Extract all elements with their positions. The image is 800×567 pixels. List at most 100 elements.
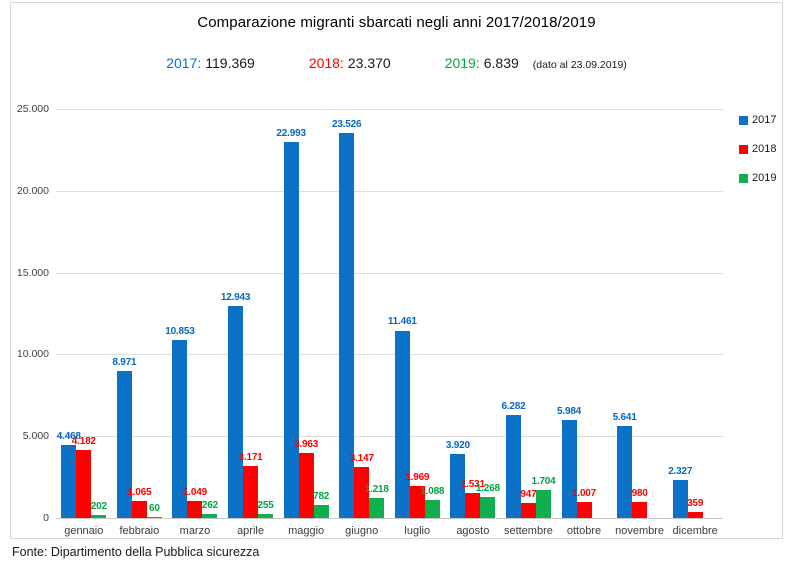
bar-value-label-2018-maggio: 3.963: [294, 439, 319, 451]
month-label-dicembre: dicembre: [672, 525, 718, 537]
totals-summary: 2017: 119.369 2018: 23.370 2019: 6.839 (dat…: [11, 55, 782, 71]
y-tick-label: 15.000: [16, 266, 49, 279]
legend-item-2018: 2018: [739, 143, 776, 155]
bar-2018-gennaio: [76, 449, 92, 518]
legend-item-2019: 2019: [739, 172, 776, 184]
bar-value-label-2017-febbraio: 8.971: [112, 357, 137, 369]
bar-value-label-2018-giugno: 3.147: [349, 452, 374, 464]
bar-value-label-2017-luglio: 11.461: [387, 316, 417, 328]
bar-value-label-2017-marzo: 10.853: [165, 326, 195, 338]
bar-2017-maggio: [283, 141, 299, 518]
bar-2019-maggio: [313, 505, 329, 518]
source-note: Fonte: Dipartimento della Pubblica sicur…: [12, 545, 260, 559]
y-tick-label: 0: [43, 512, 49, 524]
legend-swatch-2019: [739, 173, 748, 183]
month-label-ottobre: ottobre: [566, 525, 602, 537]
month-label-gennaio: gennaio: [64, 525, 104, 537]
bar-2019-settembre: [535, 490, 551, 518]
y-tick-label: 5.000: [22, 430, 49, 443]
legend-swatch-2017: [739, 115, 748, 125]
bar-value-label-2019-agosto: 1.268: [475, 483, 500, 495]
bar-2018-agosto: [465, 492, 481, 518]
x-axis-line: [56, 518, 723, 519]
total-2019-year: 2019:: [444, 55, 480, 71]
bar-value-label-2017-dicembre: 2.327: [668, 465, 693, 477]
bar-2018-marzo: [187, 500, 203, 518]
month-label-febbraio: febbraio: [119, 525, 160, 537]
bar-2019-gennaio: [91, 514, 107, 518]
month-label-marzo: marzo: [179, 525, 211, 537]
x-axis-labels: gennaio febbraio marzo aprile maggio giugno lu…: [56, 525, 723, 537]
month-label-aprile: aprile: [237, 525, 264, 537]
bar-value-label-2018-aprile: 3.171: [238, 452, 263, 464]
bar-2019-agosto: [480, 497, 496, 518]
bar-value-label-2019-settembre: 1.704: [531, 476, 556, 488]
bar-2019-marzo: [202, 513, 218, 518]
bar-value-label-2019-febbraio: 60: [149, 502, 160, 514]
bar-2017-aprile: [228, 306, 244, 518]
bar-2018-maggio: [298, 453, 314, 518]
legend-label-2017: 2017: [752, 114, 777, 126]
bar-value-label-2017-agosto: 3.920: [445, 439, 470, 451]
legend-label-2019: 2019: [752, 172, 777, 184]
bar-value-label-2017-gennaio: 4.468: [56, 430, 81, 442]
bar-2018-ottobre: [576, 501, 592, 518]
bar-value-label-2019-maggio: 782: [313, 491, 330, 503]
total-2018-year: 2018:: [308, 55, 344, 71]
bar-2017-marzo: [172, 340, 188, 518]
bar-value-label-2018-dicembre: 359: [687, 498, 704, 510]
y-tick-label: 10.000: [16, 348, 49, 361]
total-2019-value: 6.839: [483, 55, 519, 71]
legend: 2017 2018 2019: [739, 114, 776, 184]
bar-2017-agosto: [450, 453, 466, 518]
bar-2018-luglio: [409, 485, 425, 518]
bar-2018-aprile: [243, 466, 259, 518]
bar-value-label-2018-marzo: 1.049: [182, 486, 207, 498]
bar-2017-novembre: [617, 425, 633, 518]
bar-2018-novembre: [632, 501, 648, 518]
bar-2018-febbraio: [131, 500, 147, 518]
gridline: [56, 272, 723, 274]
chart-container: Comparazione migranti sbarcati negli ann…: [10, 2, 783, 539]
bar-2017-febbraio: [116, 371, 132, 518]
bar-value-label-2018-luglio: 1.969: [405, 471, 430, 483]
month-label-maggio: maggio: [288, 525, 325, 537]
bar-value-label-2017-novembre: 5.641: [612, 411, 637, 423]
bar-2018-giugno: [354, 466, 370, 518]
legend-label-2018: 2018: [752, 143, 777, 155]
month-label-giugno: giugno: [345, 525, 379, 537]
bar-value-label-2018-febbraio: 1.065: [127, 486, 152, 498]
gridline: [56, 190, 723, 192]
y-tick-label: 25.000: [16, 103, 49, 115]
month-label-luglio: luglio: [404, 525, 431, 537]
y-tick-label: 20.000: [16, 184, 49, 197]
bar-value-label-2018-novembre: 980: [631, 487, 648, 499]
bar-value-label-2019-luglio: 1.088: [420, 486, 445, 498]
bar-2019-aprile: [258, 513, 274, 518]
gridline: [56, 436, 723, 438]
legend-swatch-2018: [739, 144, 748, 154]
bar-2018-settembre: [520, 502, 536, 518]
gridline: [56, 109, 723, 110]
total-2018-value: 23.370: [347, 55, 391, 71]
bar-2017-dicembre: [672, 479, 688, 518]
gridline: [56, 354, 723, 356]
bar-2019-febbraio: [146, 516, 162, 518]
bar-2018-dicembre: [687, 512, 703, 518]
bar-value-label-2019-marzo: 262: [201, 499, 218, 511]
total-2017: 2017: 119.369: [166, 55, 255, 71]
bar-value-label-2017-aprile: 12.943: [220, 292, 251, 304]
bar-value-label-2018-agosto: 1.531: [460, 478, 485, 490]
month-label-agosto: agosto: [456, 525, 490, 537]
bar-2017-giugno: [339, 133, 355, 518]
bar-2017-luglio: [394, 330, 410, 518]
bar-2017-ottobre: [561, 420, 577, 518]
bar-2017-gennaio: [61, 444, 77, 518]
total-2018: 2018: 23.370: [309, 55, 391, 71]
total-2017-value: 119.369: [205, 55, 255, 71]
legend-item-2017: 2017: [739, 114, 776, 126]
total-2019: 2019: 6.839: [445, 55, 519, 71]
bar-value-label-2019-giugno: 1.218: [364, 484, 389, 496]
bar-value-label-2017-giugno: 23.526: [332, 119, 362, 131]
month-label-novembre: novembre: [615, 525, 665, 537]
